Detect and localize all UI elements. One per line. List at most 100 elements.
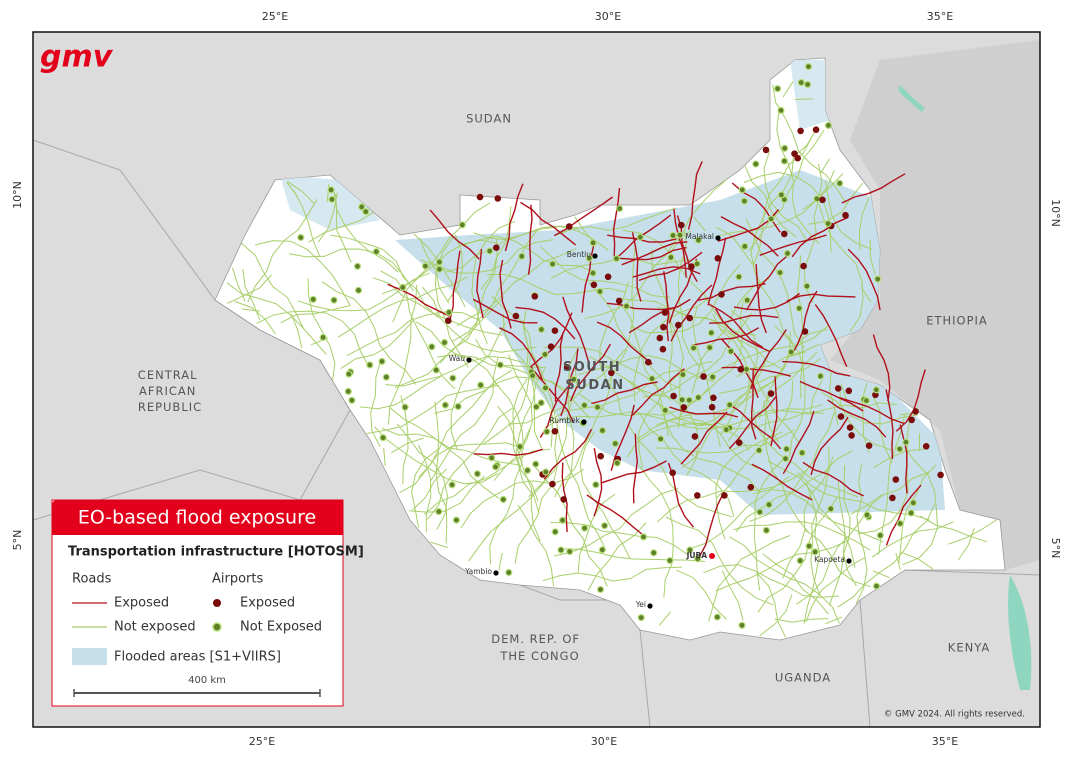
airport-not-exposed: [345, 388, 351, 394]
airport-not-exposed: [422, 263, 428, 269]
city-dot: [581, 419, 586, 424]
airport-not-exposed: [686, 397, 692, 403]
airport-not-exposed: [728, 348, 734, 354]
city-label: Wau: [449, 354, 466, 363]
airport-not-exposed: [638, 615, 644, 621]
airport-not-exposed: [453, 517, 459, 523]
city-label: Rumbek: [549, 416, 580, 425]
airport-not-exposed: [828, 506, 834, 512]
city-dot: [647, 603, 652, 608]
airport-not-exposed: [744, 366, 750, 372]
airport-exposed: [670, 393, 677, 400]
airport-exposed: [838, 413, 845, 420]
airport-not-exposed: [707, 345, 713, 351]
airport-not-exposed: [478, 382, 484, 388]
airport-not-exposed: [624, 303, 630, 309]
airport-not-exposed: [910, 500, 916, 506]
longitude-label: 30°E: [591, 735, 617, 748]
airport-not-exposed: [493, 464, 499, 470]
airport-not-exposed: [442, 340, 448, 346]
airport-not-exposed: [402, 404, 408, 410]
airport-not-exposed: [602, 523, 608, 529]
airport-not-exposed: [897, 446, 903, 452]
airport-not-exposed: [538, 327, 544, 333]
airport-exposed: [908, 417, 915, 424]
city-dot: [466, 357, 471, 362]
airport-not-exposed: [429, 344, 435, 350]
airport-not-exposed: [766, 502, 772, 508]
airport-not-exposed: [778, 107, 784, 113]
airport-exposed: [842, 212, 849, 219]
airport-not-exposed: [379, 358, 385, 364]
airport-not-exposed: [874, 583, 880, 589]
airport-not-exposed: [590, 270, 596, 276]
airport-not-exposed: [781, 158, 787, 164]
label-line: SUDAN: [565, 378, 624, 393]
airport-exposed: [591, 282, 598, 289]
airport-not-exposed: [782, 145, 788, 151]
airport-exposed: [937, 472, 944, 479]
airport-not-exposed: [662, 407, 668, 413]
airport-not-exposed: [489, 455, 495, 461]
airport-exposed: [548, 343, 555, 350]
longitude-label: 25°E: [262, 10, 288, 23]
airport-not-exposed: [436, 266, 442, 272]
legend-label: Flooded areas [S1+VIIRS]: [114, 650, 281, 665]
airport-not-exposed: [727, 402, 733, 408]
airport-not-exposed: [768, 216, 774, 222]
latitude-label: 5°N: [1049, 538, 1062, 559]
airport-not-exposed: [649, 376, 655, 382]
airport-not-exposed: [581, 402, 587, 408]
airport-exposed: [848, 432, 855, 439]
legend-swatch: [213, 599, 221, 607]
legend-swatch: [72, 648, 107, 665]
airport-not-exposed: [677, 232, 683, 238]
airport-exposed: [694, 492, 701, 499]
airport-not-exposed: [355, 263, 361, 269]
airport-exposed: [715, 255, 722, 262]
airport-exposed: [721, 492, 728, 499]
airport-not-exposed: [691, 345, 697, 351]
airport-not-exposed: [359, 204, 365, 210]
airport-not-exposed: [442, 402, 448, 408]
airport-not-exposed: [331, 297, 337, 303]
airport-not-exposed: [873, 387, 879, 393]
country-label: UGANDA: [775, 671, 831, 685]
airport-not-exposed: [670, 233, 676, 239]
country-label: ETHIOPIA: [926, 314, 988, 328]
airport-not-exposed: [897, 521, 903, 527]
airport-not-exposed: [863, 398, 869, 404]
airport-exposed: [738, 366, 745, 373]
airport-exposed: [495, 195, 502, 202]
longitude-label: 30°E: [595, 10, 621, 23]
airport-exposed: [736, 439, 743, 446]
city-dot: [715, 235, 720, 240]
airport-exposed: [566, 223, 573, 230]
airport-not-exposed: [590, 240, 596, 246]
legend-label: Not exposed: [114, 620, 196, 635]
airport-exposed: [681, 404, 688, 411]
airport-not-exposed: [356, 287, 362, 293]
airport-not-exposed: [805, 82, 811, 88]
airport-not-exposed: [320, 334, 326, 340]
airport-not-exposed: [825, 221, 831, 227]
airport-not-exposed: [500, 497, 506, 503]
airport-exposed: [605, 274, 612, 281]
legend-label: Exposed: [114, 596, 169, 611]
airport-exposed: [513, 313, 520, 320]
city-label: Bentiu: [567, 250, 592, 259]
airport-not-exposed: [617, 206, 623, 212]
airport-not-exposed: [455, 404, 461, 410]
airport-not-exposed: [784, 446, 790, 452]
airport-not-exposed: [459, 222, 465, 228]
airport-not-exposed: [783, 456, 789, 462]
airport-not-exposed: [903, 439, 909, 445]
airport-exposed: [686, 315, 693, 322]
legend-title: EO-based flood exposure: [78, 507, 316, 529]
airport-not-exposed: [739, 622, 745, 628]
airport-not-exposed: [497, 362, 503, 368]
longitude-label: 35°E: [927, 10, 953, 23]
airport-exposed: [700, 373, 707, 380]
airport-exposed: [802, 328, 809, 335]
country-label: SUDAN: [466, 112, 512, 126]
